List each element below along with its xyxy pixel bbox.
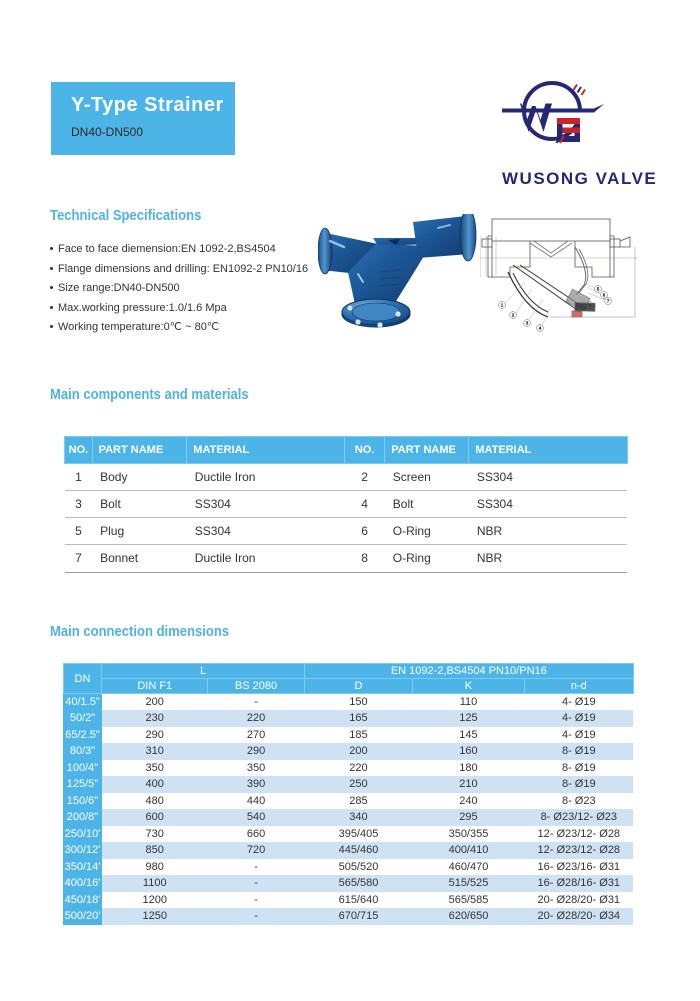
svg-text:3: 3: [526, 321, 529, 326]
svg-text:5: 5: [597, 287, 600, 292]
svg-text:7: 7: [607, 299, 610, 304]
svg-text:6: 6: [603, 293, 606, 298]
svg-text:4: 4: [539, 326, 542, 331]
svg-text:2: 2: [512, 313, 515, 318]
svg-text:1: 1: [501, 303, 504, 308]
